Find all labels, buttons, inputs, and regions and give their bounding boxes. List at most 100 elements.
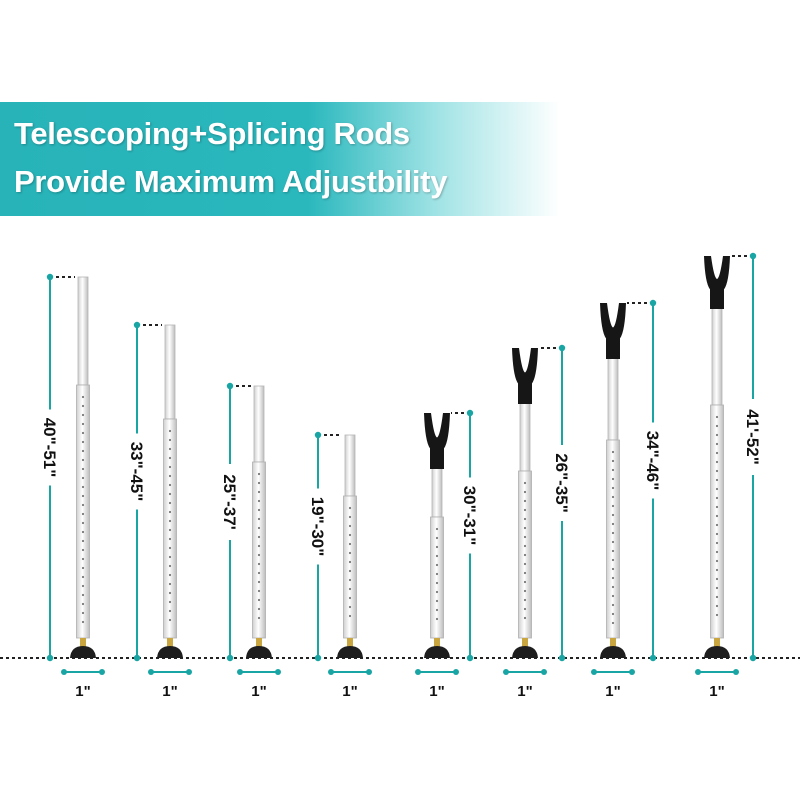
- rod-item-3: 25"-37' 1": [219, 382, 281, 700]
- rod-hole: [435, 608, 439, 612]
- rod-hole: [611, 531, 615, 535]
- rod-hole: [523, 481, 527, 485]
- rod-hole: [523, 580, 527, 584]
- height-dimension-dot: [466, 654, 474, 662]
- rod-hole: [81, 395, 85, 399]
- rod-hole: [257, 472, 261, 476]
- height-dimension-dot: [46, 654, 54, 662]
- rod-hole: [81, 503, 85, 507]
- rod-hole: [81, 521, 85, 525]
- rod-hole: [168, 573, 172, 577]
- rod-hole: [435, 527, 439, 531]
- rod-hole: [611, 594, 615, 598]
- rod-hole: [523, 616, 527, 620]
- rod-hole: [715, 541, 719, 545]
- rod-hole: [523, 490, 527, 494]
- rod-hole: [715, 478, 719, 482]
- rod-hole: [715, 514, 719, 518]
- rod-hole: [611, 549, 615, 553]
- rod-hole: [81, 458, 85, 462]
- rod-hole: [715, 433, 719, 437]
- rod-fork-head: [512, 348, 538, 404]
- banner-title-line-1: Telescoping+Splicing Rods: [14, 116, 410, 151]
- width-label: 1": [342, 683, 357, 700]
- rod-hole: [611, 495, 615, 499]
- rod-hole: [611, 504, 615, 508]
- rod-hole: [81, 602, 85, 606]
- title-banner: [0, 102, 560, 216]
- rod-item-5: 30"-31" 1": [415, 409, 481, 700]
- width-dimension-dot: [591, 669, 597, 675]
- height-label-group: 40"-51": [39, 409, 61, 486]
- width-label: 1": [517, 683, 532, 700]
- width-dimension-dot: [453, 669, 459, 675]
- height-label: 26"-35": [552, 453, 571, 513]
- rod-hole: [168, 591, 172, 595]
- rod-hole: [715, 469, 719, 473]
- rod-hole: [168, 510, 172, 514]
- height-label-bg: [551, 445, 573, 521]
- rod-hole: [611, 567, 615, 571]
- rod-hole: [168, 501, 172, 505]
- rod-hole: [435, 554, 439, 558]
- rod-hole: [81, 422, 85, 426]
- rod-hole: [715, 595, 719, 599]
- rod-foot-stud: [80, 638, 86, 647]
- rod-hole: [257, 535, 261, 539]
- rod-hole: [81, 494, 85, 498]
- height-dimension-dot: [314, 431, 322, 439]
- height-label-group: 19"-30": [307, 488, 329, 565]
- width-dimension-dot: [275, 669, 281, 675]
- width-dimension-dot: [148, 669, 154, 675]
- rod-hole: [81, 566, 85, 570]
- height-dimension-dot: [46, 273, 54, 281]
- rod-hole: [168, 582, 172, 586]
- rod-hole: [257, 544, 261, 548]
- rod-hole: [435, 590, 439, 594]
- height-dimension-dot: [558, 654, 566, 662]
- width-dimension-dot: [366, 669, 372, 675]
- rod-hole: [523, 526, 527, 530]
- rod-hole: [348, 578, 352, 582]
- rod-hole: [435, 617, 439, 621]
- rod-hole: [611, 576, 615, 580]
- rod-hole: [257, 481, 261, 485]
- rod-hole: [523, 535, 527, 539]
- rod-hole: [257, 526, 261, 530]
- rod-hole: [257, 571, 261, 575]
- rod-hole: [168, 546, 172, 550]
- rod-hole: [168, 447, 172, 451]
- rod-hole: [715, 505, 719, 509]
- rod-hole: [81, 413, 85, 417]
- rod-hole: [715, 577, 719, 581]
- rod-upper-tube: [431, 464, 443, 518]
- rod-hole: [168, 456, 172, 460]
- rod-hole: [611, 450, 615, 454]
- rod-hole: [81, 611, 85, 615]
- rod-hole: [168, 528, 172, 532]
- rod-hole: [81, 575, 85, 579]
- rod-hole: [81, 557, 85, 561]
- height-dimension-dot: [466, 409, 474, 417]
- rod-upper-tube: [519, 399, 531, 472]
- width-label: 1": [429, 683, 444, 700]
- height-label-group: 25"-37': [219, 464, 241, 540]
- rod-hole: [348, 515, 352, 519]
- rod-hole: [523, 553, 527, 557]
- rod-hole: [611, 540, 615, 544]
- rod-hole: [81, 593, 85, 597]
- height-dimension-dot: [649, 299, 657, 307]
- banner-title-line-2: Provide Maximum Adjustbility: [14, 164, 448, 199]
- height-label-bg: [459, 477, 481, 554]
- rod-hole: [81, 530, 85, 534]
- rod-foot-base: [424, 646, 450, 658]
- rod-hole: [435, 545, 439, 549]
- rod-hole: [81, 548, 85, 552]
- height-label: 40"-51": [40, 418, 59, 478]
- rod-foot-stud: [714, 638, 720, 647]
- height-dimension-dot: [133, 321, 141, 329]
- rod-hole: [257, 607, 261, 611]
- rod-hole: [348, 605, 352, 609]
- rod-upper-tube: [607, 354, 619, 441]
- rod-hole: [257, 562, 261, 566]
